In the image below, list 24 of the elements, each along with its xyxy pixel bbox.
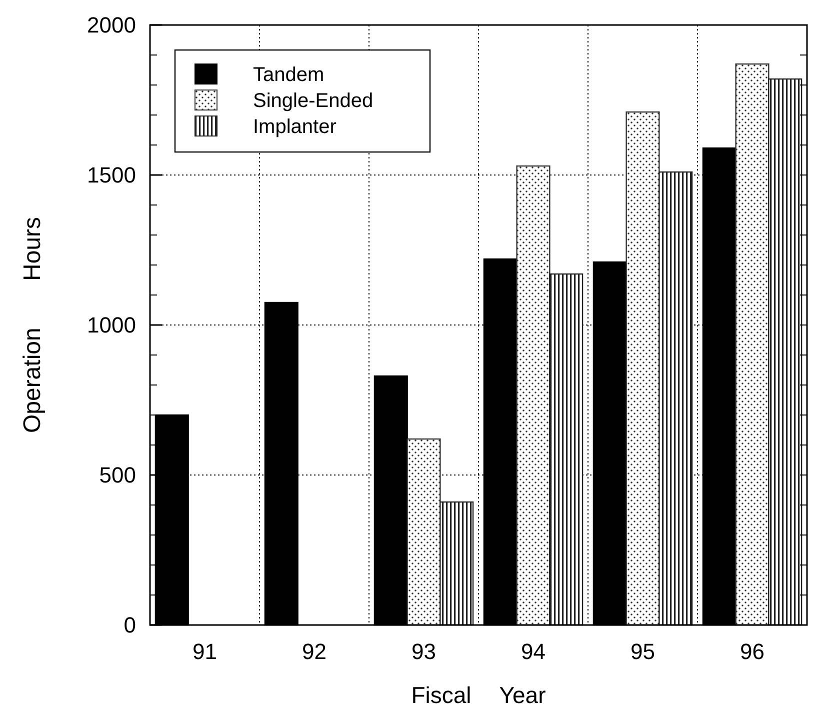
bar (768, 78, 802, 626)
bar (406, 438, 441, 626)
y-tick-label: 0 (124, 612, 136, 638)
x-tick-label: 95 (630, 639, 655, 664)
bar (440, 501, 474, 626)
x-tick-label: 93 (412, 639, 436, 664)
y-tick-label: 500 (99, 462, 136, 488)
bar (626, 111, 660, 626)
y-tick-label: 2000 (87, 12, 136, 38)
legend-label: Implanter (253, 116, 337, 138)
bar (549, 273, 584, 626)
legend-label: Single-Ended (253, 90, 374, 112)
x-tick-label: 94 (521, 639, 546, 664)
y-tick-label: 1500 (87, 162, 136, 188)
x-axis-title: Fiscal Year (411, 682, 546, 708)
y-axis-title: Operation Hours (19, 216, 46, 434)
x-tick-label: 96 (740, 639, 764, 664)
bar (516, 165, 550, 626)
x-tick-label: 92 (302, 639, 326, 664)
x-tick-label: 91 (192, 639, 217, 664)
y-tick-label: 1000 (87, 312, 136, 338)
bar (658, 171, 693, 626)
legend-label: Tandem (253, 64, 324, 86)
bar (735, 63, 770, 626)
